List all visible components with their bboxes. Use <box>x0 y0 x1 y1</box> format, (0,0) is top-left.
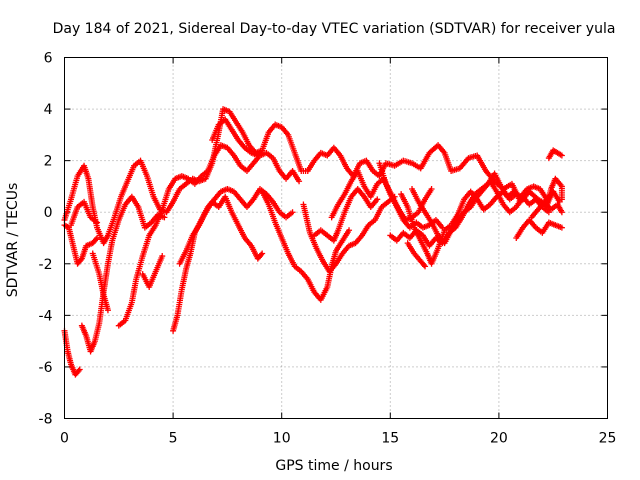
series-track-16 <box>387 170 557 249</box>
x-axis-label: GPS time / hours <box>275 458 392 474</box>
data-point <box>159 253 166 260</box>
data-point <box>558 209 565 216</box>
series-track-11 <box>209 116 261 159</box>
y-tick-label: 0 <box>44 205 53 221</box>
x-tick-label: 10 <box>273 431 291 447</box>
data-point <box>75 367 82 374</box>
data-point <box>422 263 429 270</box>
series-track-19 <box>376 160 435 223</box>
y-axis-label: SDTVAR / TECUs <box>5 183 21 298</box>
x-tick-label: 15 <box>381 431 399 447</box>
series-track-23 <box>545 147 565 162</box>
y-tick-label: -8 <box>39 412 53 428</box>
data-point <box>161 214 168 221</box>
data-point <box>428 186 435 193</box>
grid <box>64 57 608 419</box>
data-point <box>513 191 520 198</box>
series-track-5 <box>68 198 101 229</box>
x-tick-label: 25 <box>599 431 617 447</box>
data-point <box>94 235 101 241</box>
series-track-2 <box>61 222 101 267</box>
series-track-21 <box>513 216 565 241</box>
series-track-12 <box>259 188 353 303</box>
x-tick-label: 0 <box>60 431 69 447</box>
series-track-18 <box>409 178 552 247</box>
data-point <box>374 196 381 203</box>
y-tick-label: -2 <box>39 257 53 273</box>
data-marks <box>61 106 565 378</box>
y-tick-label: 2 <box>44 154 53 170</box>
series-track-8 <box>139 253 166 290</box>
series-track-13 <box>300 193 398 275</box>
data-point <box>258 251 265 258</box>
y-tick-label: 6 <box>44 51 53 67</box>
series-track-1 <box>61 106 563 247</box>
data-point <box>420 262 427 269</box>
data-point <box>254 152 261 159</box>
series-track-24 <box>528 198 565 221</box>
series-track-22 <box>543 175 565 211</box>
tick-labels: 0 5 10 15 20 25 -8 -6 -4 -2 0 2 4 6 <box>39 51 617 447</box>
data-point <box>259 250 266 257</box>
series-track-7 <box>115 142 303 329</box>
data-point <box>94 219 101 226</box>
plot-frame <box>64 57 608 419</box>
series-track-20 <box>404 240 429 270</box>
chart-title: Day 184 of 2021, Sidereal Day-to-day VTE… <box>53 21 616 37</box>
series-track-10 <box>176 193 266 267</box>
data-point <box>558 152 565 159</box>
y-tick-label: -4 <box>39 308 53 324</box>
data-point <box>558 196 565 203</box>
y-tick-label: 4 <box>44 102 53 118</box>
data-point <box>92 236 99 243</box>
series-track-6 <box>89 250 111 314</box>
data-point <box>76 366 83 373</box>
x-tick-label: 5 <box>169 431 178 447</box>
data-point <box>296 178 303 185</box>
y-tick-label: -6 <box>39 360 53 376</box>
data-point <box>346 227 353 234</box>
data-point <box>289 209 296 216</box>
data-point <box>77 256 84 263</box>
data-point <box>558 224 565 231</box>
data-point <box>104 307 111 314</box>
series-track-14 <box>311 186 381 244</box>
x-tick-label: 20 <box>490 431 508 447</box>
